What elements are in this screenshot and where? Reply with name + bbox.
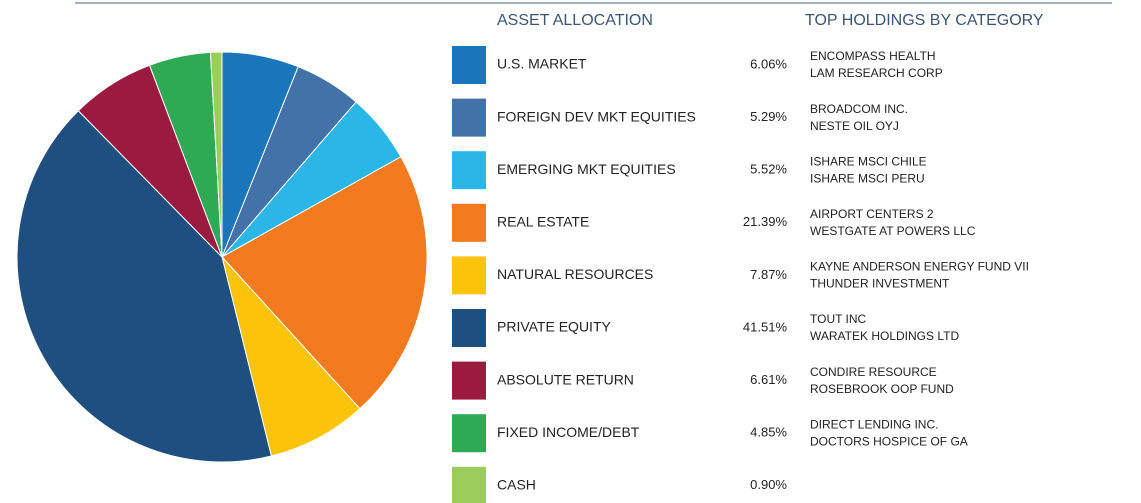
- category-label: REAL ESTATE: [497, 214, 589, 230]
- value-label: 5.29%: [750, 109, 787, 124]
- value-label: 6.06%: [750, 56, 787, 71]
- legend-swatch: [452, 203, 486, 242]
- header-left: ASSET ALLOCATION: [497, 12, 653, 29]
- pie-slice: [16, 110, 272, 463]
- category-label: U.S. MARKET: [497, 56, 587, 72]
- value-label: 7.87%: [750, 267, 787, 282]
- holding: TOUT INC: [810, 312, 867, 326]
- legend-swatch: [452, 361, 486, 400]
- holding: KAYNE ANDERSON ENERGY FUND VII: [810, 260, 1029, 274]
- holding: WESTGATE AT POWERS LLC: [810, 224, 976, 238]
- value-label: 21.39%: [743, 214, 788, 229]
- pie-slice: [209, 51, 223, 258]
- legend-swatch: [452, 309, 486, 347]
- holding: THUNDER INVESTMENT: [810, 277, 950, 291]
- holding: DOCTORS HOSPICE OF GA: [810, 434, 968, 448]
- holding: CONDIRE RESOURCE: [810, 365, 937, 379]
- holding: BROADCOM INC.: [810, 102, 908, 116]
- category-label: FIXED INCOME/DEBT: [497, 424, 640, 440]
- category-label: NATURAL RESOURCES: [497, 266, 653, 282]
- holding: LAM RESEARCH CORP: [810, 66, 943, 80]
- legend-swatch: [452, 46, 486, 84]
- holding: ISHARE MSCI CHILE: [810, 154, 927, 168]
- category-label: FOREIGN DEV MKT EQUITIES: [497, 108, 696, 124]
- value-label: 0.90%: [750, 477, 787, 492]
- pie-slice: [221, 156, 428, 410]
- legend-swatch: [452, 466, 486, 503]
- category-label: EMERGING MKT EQUITIES: [497, 161, 676, 177]
- legend-swatch: [452, 98, 486, 137]
- value-label: 5.52%: [750, 162, 787, 177]
- holding: DIRECT LENDING INC.: [810, 417, 938, 431]
- legend-swatch: [452, 414, 486, 453]
- holding: ROSEBROOK OOP FUND: [810, 382, 954, 396]
- value-label: 41.51%: [743, 319, 788, 334]
- holding: ISHARE MSCI PERU: [810, 171, 925, 185]
- holding: AIRPORT CENTERS 2: [810, 207, 934, 221]
- legend-swatch: [452, 256, 486, 295]
- value-label: 4.85%: [750, 425, 787, 440]
- category-label: PRIVATE EQUITY: [497, 319, 611, 335]
- category-label: CASH: [497, 477, 536, 493]
- value-label: 6.61%: [750, 372, 787, 387]
- category-label: ABSOLUTE RETURN: [497, 371, 634, 387]
- pie-slice: [221, 256, 361, 457]
- holding: ENCOMPASS HEALTH: [810, 49, 936, 63]
- header-right: TOP HOLDINGS BY CATEGORY: [805, 12, 1044, 29]
- holding: WARATEK HOLDINGS LTD: [810, 329, 959, 343]
- holding: NESTE OIL OYJ: [810, 119, 899, 133]
- legend-swatch: [452, 151, 486, 190]
